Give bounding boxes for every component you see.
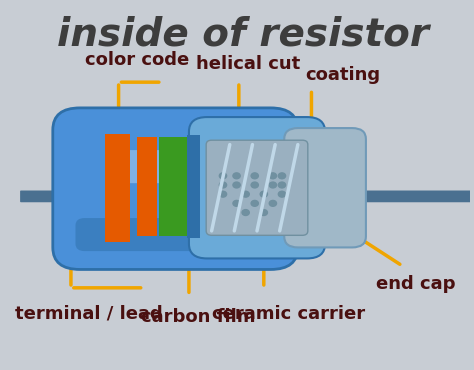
- Circle shape: [278, 173, 286, 179]
- FancyBboxPatch shape: [342, 191, 471, 202]
- Circle shape: [251, 173, 258, 179]
- Circle shape: [269, 173, 276, 179]
- Circle shape: [260, 191, 267, 197]
- Circle shape: [269, 182, 276, 188]
- FancyBboxPatch shape: [20, 191, 104, 202]
- Circle shape: [269, 201, 276, 206]
- Text: helical cut: helical cut: [196, 55, 300, 73]
- FancyBboxPatch shape: [75, 218, 275, 251]
- FancyBboxPatch shape: [53, 108, 298, 269]
- Circle shape: [233, 182, 240, 188]
- Text: ceramic carrier: ceramic carrier: [212, 305, 365, 323]
- Text: inside of resistor: inside of resistor: [57, 16, 429, 53]
- FancyBboxPatch shape: [189, 117, 325, 258]
- Text: color code: color code: [85, 51, 189, 69]
- Bar: [137, 137, 157, 236]
- Bar: [159, 137, 187, 236]
- Circle shape: [233, 173, 240, 179]
- FancyBboxPatch shape: [284, 128, 366, 248]
- Bar: [187, 135, 201, 238]
- Text: carbon film: carbon film: [141, 308, 255, 326]
- Circle shape: [278, 191, 286, 197]
- Text: end cap: end cap: [376, 275, 456, 293]
- Circle shape: [219, 191, 227, 197]
- FancyBboxPatch shape: [109, 150, 178, 183]
- Text: coating: coating: [306, 66, 381, 84]
- Circle shape: [219, 173, 227, 179]
- Text: terminal / lead: terminal / lead: [15, 305, 163, 323]
- Circle shape: [219, 182, 227, 188]
- Bar: [105, 134, 130, 242]
- Circle shape: [233, 201, 240, 206]
- Circle shape: [278, 182, 286, 188]
- Circle shape: [242, 191, 249, 197]
- Circle shape: [260, 209, 267, 215]
- Circle shape: [251, 201, 258, 206]
- FancyBboxPatch shape: [206, 140, 308, 235]
- Circle shape: [251, 182, 258, 188]
- Circle shape: [242, 209, 249, 215]
